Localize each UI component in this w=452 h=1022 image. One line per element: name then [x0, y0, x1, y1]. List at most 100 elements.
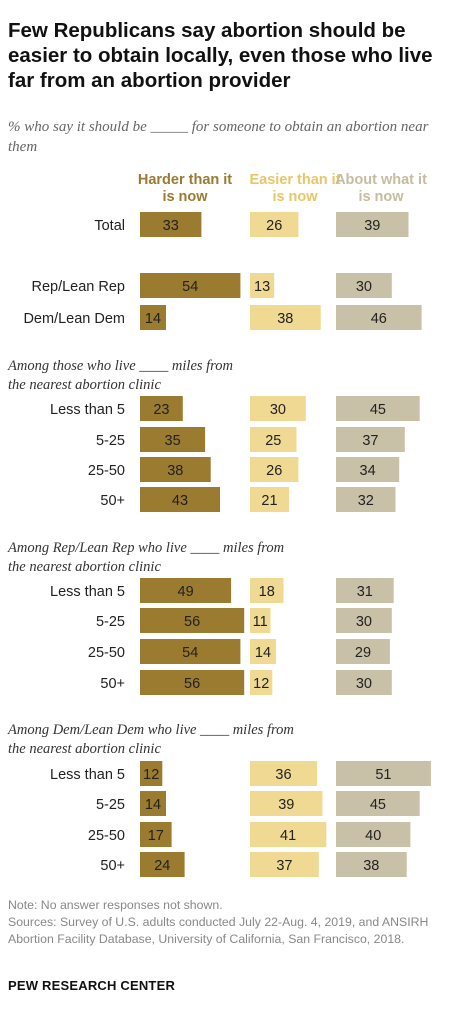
bar-easier — [250, 212, 299, 237]
data-label-easier: 37 — [276, 858, 292, 874]
bar-about-same — [336, 487, 396, 512]
data-label-harder: 49 — [178, 584, 194, 600]
brand-logo-text: PEW RESEARCH CENTER — [8, 978, 176, 993]
bar-about-same — [336, 578, 394, 603]
chart-plot: Total 33 26 39 Rep/Lean Rep 54 13 30 Dem/Lean De… — [7, 212, 431, 877]
data-label-about-same: 29 — [355, 645, 371, 661]
bar-harder — [140, 273, 241, 298]
note-text: Note: No answer responses not shown. — [8, 898, 223, 912]
bar-about-same — [336, 852, 407, 877]
row-label: 50+ — [100, 676, 125, 692]
data-label-about-same: 40 — [365, 828, 381, 844]
bar-about-same — [336, 305, 422, 330]
bar-easier — [250, 639, 276, 664]
bar-harder — [140, 487, 220, 512]
group-heading-line: the nearest abortion clinic — [8, 741, 161, 757]
data-label-about-same: 37 — [362, 433, 378, 449]
data-label-easier: 36 — [275, 767, 291, 783]
data-label-easier: 25 — [265, 433, 281, 449]
chart-subtitle: % who say it should be _____ for someone… — [8, 119, 429, 155]
group-heading-line: Among those who live ____ miles from — [7, 358, 233, 374]
data-label-easier: 26 — [266, 463, 282, 479]
bar-easier — [250, 578, 284, 603]
bar-about-same — [336, 791, 420, 816]
bar-harder — [140, 791, 166, 816]
bar-about-same — [336, 822, 411, 847]
bar-easier — [250, 457, 299, 482]
data-label-harder: 56 — [184, 614, 200, 630]
legend-about-same: About what it is now — [335, 172, 427, 205]
row-label: Less than 5 — [50, 584, 125, 600]
bar-about-same — [336, 396, 420, 421]
data-label-about-same: 45 — [370, 402, 386, 418]
data-label-easier: 39 — [278, 797, 294, 813]
group-heading-line: Among Dem/Lean Dem who live ____ miles f… — [7, 722, 294, 738]
row-label: 50+ — [100, 493, 125, 509]
data-label-harder: 14 — [145, 311, 161, 327]
bar-harder — [140, 427, 206, 452]
legend-harder: Harder than it is now — [137, 172, 233, 205]
row-label: Total — [94, 218, 125, 234]
data-label-harder: 56 — [184, 676, 200, 692]
data-label-easier: 26 — [266, 218, 282, 234]
bar-about-same — [336, 639, 390, 664]
bar-easier — [250, 822, 327, 847]
bar-about-same — [336, 761, 431, 786]
row-label: 5-25 — [96, 433, 125, 449]
group-heading-line: the nearest abortion clinic — [8, 559, 161, 575]
chart-title: Few Republicans say abortion should be e… — [8, 19, 433, 92]
data-label-harder: 54 — [182, 279, 198, 295]
row-label: 25-50 — [88, 828, 125, 844]
data-label-harder: 17 — [148, 828, 164, 844]
bar-easier — [250, 273, 275, 298]
legend-easier: Easier than it is now — [249, 172, 341, 205]
bar-harder — [140, 639, 241, 664]
data-label-harder: 24 — [154, 858, 170, 874]
data-label-easier: 11 — [253, 614, 268, 630]
data-label-harder: 54 — [182, 645, 198, 661]
group-heading-line: Among Rep/Lean Rep who live ____ miles f… — [7, 540, 284, 556]
data-label-about-same: 45 — [370, 797, 386, 813]
data-label-about-same: 38 — [363, 858, 379, 874]
group-heading: Among Rep/Lean Rep who live ____ miles f… — [7, 540, 284, 575]
bar-harder — [140, 670, 245, 695]
data-label-easier: 13 — [254, 279, 270, 295]
data-label-about-same: 30 — [356, 279, 372, 295]
data-label-easier: 30 — [270, 402, 286, 418]
row-label: 25-50 — [88, 645, 125, 661]
data-label-harder: 38 — [167, 463, 183, 479]
bar-harder — [140, 608, 245, 633]
chart-notes: Note: No answer responses not shown. Sou… — [8, 897, 448, 948]
data-label-harder: 12 — [143, 767, 159, 783]
data-label-harder: 33 — [163, 218, 179, 234]
group-heading-line: the nearest abortion clinic — [8, 377, 161, 393]
data-label-about-same: 39 — [364, 218, 380, 234]
bar-about-same — [336, 273, 392, 298]
bar-harder — [140, 457, 211, 482]
data-label-harder: 14 — [145, 797, 161, 813]
bar-about-same — [336, 427, 405, 452]
data-label-easier: 14 — [255, 645, 271, 661]
data-label-harder: 43 — [172, 493, 188, 509]
bar-harder — [140, 578, 232, 603]
bar-harder — [140, 305, 166, 330]
bar-easier — [250, 305, 321, 330]
bar-harder — [140, 822, 172, 847]
bar-easier — [250, 761, 317, 786]
row-label: Rep/Lean Rep — [31, 279, 125, 295]
bar-harder — [140, 852, 185, 877]
bar-harder — [140, 396, 183, 421]
bar-easier — [250, 608, 271, 633]
data-label-about-same: 32 — [358, 493, 374, 509]
data-label-harder: 23 — [153, 402, 169, 418]
row-label: 5-25 — [96, 614, 125, 630]
data-label-easier: 21 — [261, 493, 277, 509]
bar-easier — [250, 670, 273, 695]
row-label: Less than 5 — [50, 402, 125, 418]
bar-easier — [250, 396, 306, 421]
data-label-about-same: 31 — [357, 584, 373, 600]
bar-about-same — [336, 608, 392, 633]
source-text: Sources: Survey of U.S. adults conducted… — [8, 915, 429, 946]
bar-easier — [250, 852, 319, 877]
bar-easier — [250, 487, 290, 512]
